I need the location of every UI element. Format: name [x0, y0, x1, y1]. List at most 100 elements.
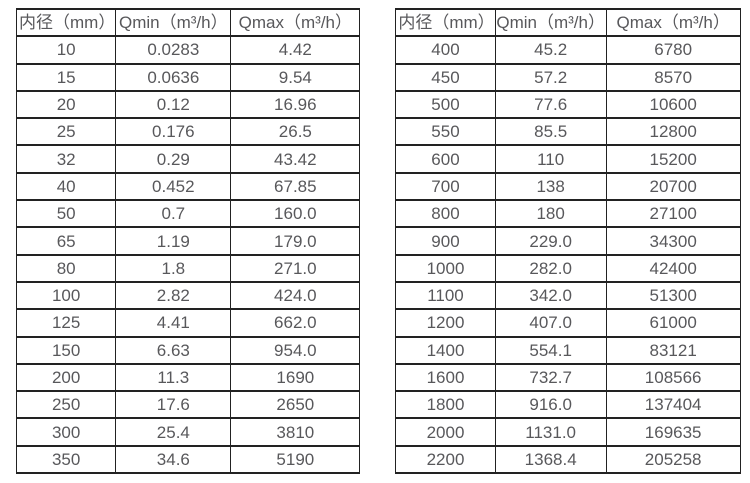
- table-row: 1800 916.0 137404: [395, 390, 741, 420]
- table-cell: 15: [15, 62, 117, 92]
- table-cell: 57.2: [494, 62, 607, 92]
- column-header: Qmin（m³/h）: [494, 7, 607, 38]
- table-cell: 0.29: [115, 144, 232, 174]
- table-cell: 32: [15, 144, 117, 174]
- table-row: 300 25.4 3810: [15, 417, 361, 447]
- table-cell: 1690: [230, 362, 361, 393]
- table-cell: 20700: [605, 171, 741, 202]
- table-cell: 282.0: [494, 253, 607, 283]
- table-cell: 6.63: [115, 335, 232, 365]
- table-row: 80 1.8 271.0: [15, 253, 361, 283]
- table-cell: 25.4: [115, 417, 232, 447]
- table-cell: 169635: [605, 417, 741, 447]
- flow-rate-table-left: 内径（mm） Qmin（m³/h） Qmax（m³/h） 10 0.0283 4.42 15…: [15, 7, 361, 475]
- table-cell: 65: [15, 226, 117, 256]
- table-row: 32 0.29 43.42: [15, 144, 361, 174]
- table-cell: 450: [395, 62, 496, 92]
- table-cell: 1600: [395, 362, 496, 393]
- column-header: 内径（mm）: [395, 7, 496, 38]
- table-cell: 1200: [395, 308, 496, 338]
- table-cell: 138: [494, 171, 607, 202]
- table-row: 150 6.63 954.0: [15, 335, 361, 365]
- table-cell: 9.54: [230, 62, 361, 92]
- table-cell: 1368.4: [494, 444, 607, 475]
- column-header: Qmin（m³/h）: [115, 7, 232, 38]
- table-cell: 80: [15, 253, 117, 283]
- table-cell: 205258: [605, 444, 741, 475]
- table-row: 250 17.6 2650: [15, 390, 361, 420]
- table-cell: 350: [15, 444, 117, 475]
- table-cell: 2650: [230, 390, 361, 420]
- column-header: 内径（mm）: [15, 7, 117, 38]
- table-cell: 25: [15, 117, 117, 147]
- table-row: 800 180 27100: [395, 199, 741, 229]
- table-cell: 160.0: [230, 199, 361, 229]
- table-row: 2000 1131.0 169635: [395, 417, 741, 447]
- table-cell: 61000: [605, 308, 741, 338]
- table-cell: 180: [494, 199, 607, 229]
- table-cell: 34.6: [115, 444, 232, 475]
- table-cell: 200: [15, 362, 117, 393]
- table-cell: 50: [15, 199, 117, 229]
- header-row: 内径（mm） Qmin（m³/h） Qmax（m³/h）: [395, 7, 741, 38]
- table-row: 900 229.0 34300: [395, 226, 741, 256]
- table-cell: 1131.0: [494, 417, 607, 447]
- table-cell: 137404: [605, 390, 741, 420]
- table-cell: 554.1: [494, 335, 607, 365]
- table-cell: 108566: [605, 362, 741, 393]
- table-row: 1100 342.0 51300: [395, 280, 741, 311]
- table-row: 50 0.7 160.0: [15, 199, 361, 229]
- table-cell: 100: [15, 280, 117, 311]
- table-cell: 67.85: [230, 171, 361, 202]
- table-cell: 110: [494, 144, 607, 174]
- table-cell: 8570: [605, 62, 741, 92]
- table-cell: 662.0: [230, 308, 361, 338]
- table-row: 500 77.6 10600: [395, 89, 741, 120]
- table-cell: 85.5: [494, 117, 607, 147]
- table-row: 1600 732.7 108566: [395, 362, 741, 393]
- table-cell: 4.41: [115, 308, 232, 338]
- table-cell: 0.7: [115, 199, 232, 229]
- table-cell: 10: [15, 35, 117, 65]
- table-cell: 42400: [605, 253, 741, 283]
- table-row: 20 0.12 16.96: [15, 89, 361, 120]
- table-cell: 45.2: [494, 35, 607, 65]
- table-cell: 424.0: [230, 280, 361, 311]
- table-row: 400 45.2 6780: [395, 35, 741, 65]
- table-cell: 4.42: [230, 35, 361, 65]
- column-header: Qmax（m³/h）: [605, 7, 741, 38]
- table-cell: 300: [15, 417, 117, 447]
- table-row: 125 4.41 662.0: [15, 308, 361, 338]
- table-cell: 500: [395, 89, 496, 120]
- table-cell: 1000: [395, 253, 496, 283]
- table-cell: 43.42: [230, 144, 361, 174]
- table-cell: 1.19: [115, 226, 232, 256]
- table-row: 25 0.176 26.5: [15, 117, 361, 147]
- table-cell: 400: [395, 35, 496, 65]
- table-cell: 6780: [605, 35, 741, 65]
- table-row: 2200 1368.4 205258: [395, 444, 741, 475]
- flow-rate-table-right: 内径（mm） Qmin（m³/h） Qmax（m³/h） 400 45.2 6780 450…: [395, 7, 741, 475]
- table-cell: 342.0: [494, 280, 607, 311]
- table-cell: 20: [15, 89, 117, 120]
- table-row: 350 34.6 5190: [15, 444, 361, 475]
- table-row: 450 57.2 8570: [395, 62, 741, 92]
- table-cell: 150: [15, 335, 117, 365]
- table-cell: 407.0: [494, 308, 607, 338]
- table-cell: 3810: [230, 417, 361, 447]
- table-cell: 900: [395, 226, 496, 256]
- table-cell: 250: [15, 390, 117, 420]
- table-cell: 15200: [605, 144, 741, 174]
- table-cell: 77.6: [494, 89, 607, 120]
- table-cell: 1800: [395, 390, 496, 420]
- table-cell: 40: [15, 171, 117, 202]
- table-row: 1000 282.0 42400: [395, 253, 741, 283]
- table-cell: 0.176: [115, 117, 232, 147]
- table-cell: 916.0: [494, 390, 607, 420]
- table-cell: 27100: [605, 199, 741, 229]
- table-cell: 83121: [605, 335, 741, 365]
- table-cell: 732.7: [494, 362, 607, 393]
- table-cell: 271.0: [230, 253, 361, 283]
- table-cell: 600: [395, 144, 496, 174]
